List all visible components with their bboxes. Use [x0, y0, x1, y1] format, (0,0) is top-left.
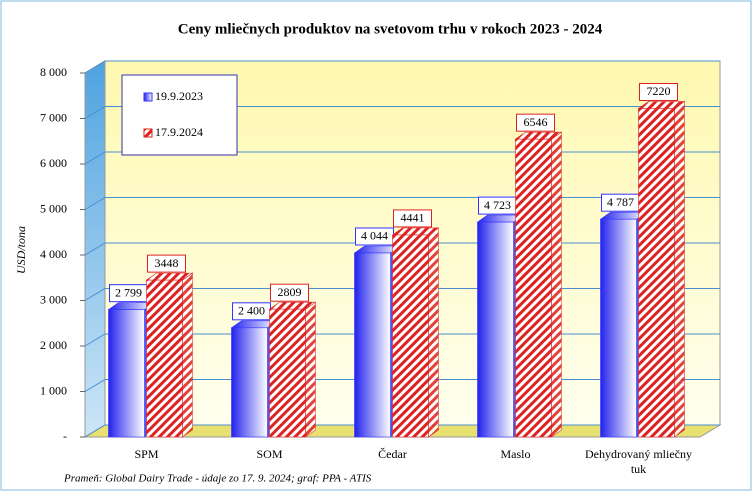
bar-side: [551, 131, 562, 438]
x-tick-label: SOM: [256, 447, 283, 461]
y-tick-label: 4 000: [40, 247, 67, 261]
bar: [269, 308, 306, 438]
value-label: 4 723: [484, 198, 511, 212]
source: Prameň: Global Dairy Trade - údaje zo 17…: [63, 473, 372, 485]
value-label: 3448: [155, 256, 179, 270]
y-tick-label: 2 000: [40, 338, 67, 352]
legend-label: 17.9.2024: [155, 125, 203, 139]
value-label-box: [393, 209, 432, 228]
bar: [354, 252, 391, 438]
legend-swatch: [143, 128, 153, 138]
legend-swatch: [143, 92, 153, 102]
bar: [108, 309, 145, 438]
value-label: 2 799: [115, 285, 142, 299]
grid-line: [84, 151, 720, 165]
value-label: 4 044: [361, 229, 388, 243]
bar: [231, 327, 268, 438]
x-tick-label: Čedar: [378, 447, 407, 461]
x-tick-label: Maslo: [500, 447, 531, 461]
value-label: 4441: [401, 211, 425, 225]
value-label-box: [516, 113, 555, 132]
y-tick-label: 8 000: [40, 65, 67, 79]
value-label: 2 400: [238, 304, 265, 318]
bar-side: [182, 272, 193, 438]
x-tick-label: SPM: [134, 447, 159, 461]
bar: [638, 108, 675, 438]
value-label-box: [270, 283, 309, 302]
x-tick-label: Dehydrovaný mliečny tuk: [585, 447, 692, 476]
legend-box: [121, 74, 238, 156]
bar: [146, 279, 183, 438]
y-tick-label: 6 000: [40, 156, 67, 170]
bar-side: [305, 301, 316, 438]
bar-side: [674, 100, 685, 438]
bar: [515, 138, 552, 438]
bar: [477, 221, 514, 438]
value-label: 4 787: [607, 195, 634, 209]
value-label: 7220: [647, 84, 671, 98]
value-label-box: [639, 82, 678, 101]
chart-title: Ceny mliečnych produktov na svetovom trh…: [178, 21, 603, 37]
bar: [392, 234, 429, 438]
value-label-box: [147, 254, 186, 273]
value-label: 6546: [524, 115, 548, 129]
grid-line: [84, 60, 720, 74]
bar-side: [428, 227, 439, 438]
y-axis-label: USD/tona: [14, 226, 28, 274]
y-tick-label: 1 000: [40, 383, 67, 397]
y-tick-label: 5 000: [40, 201, 67, 215]
value-label: 2809: [278, 285, 302, 299]
y-tick-label: -: [63, 429, 67, 443]
legend-label: 19.9.2023: [155, 89, 203, 103]
y-tick-label: 3 000: [40, 292, 67, 306]
grid-line: [84, 106, 720, 119]
bar: [600, 218, 637, 438]
y-tick-label: 7 000: [40, 110, 67, 124]
